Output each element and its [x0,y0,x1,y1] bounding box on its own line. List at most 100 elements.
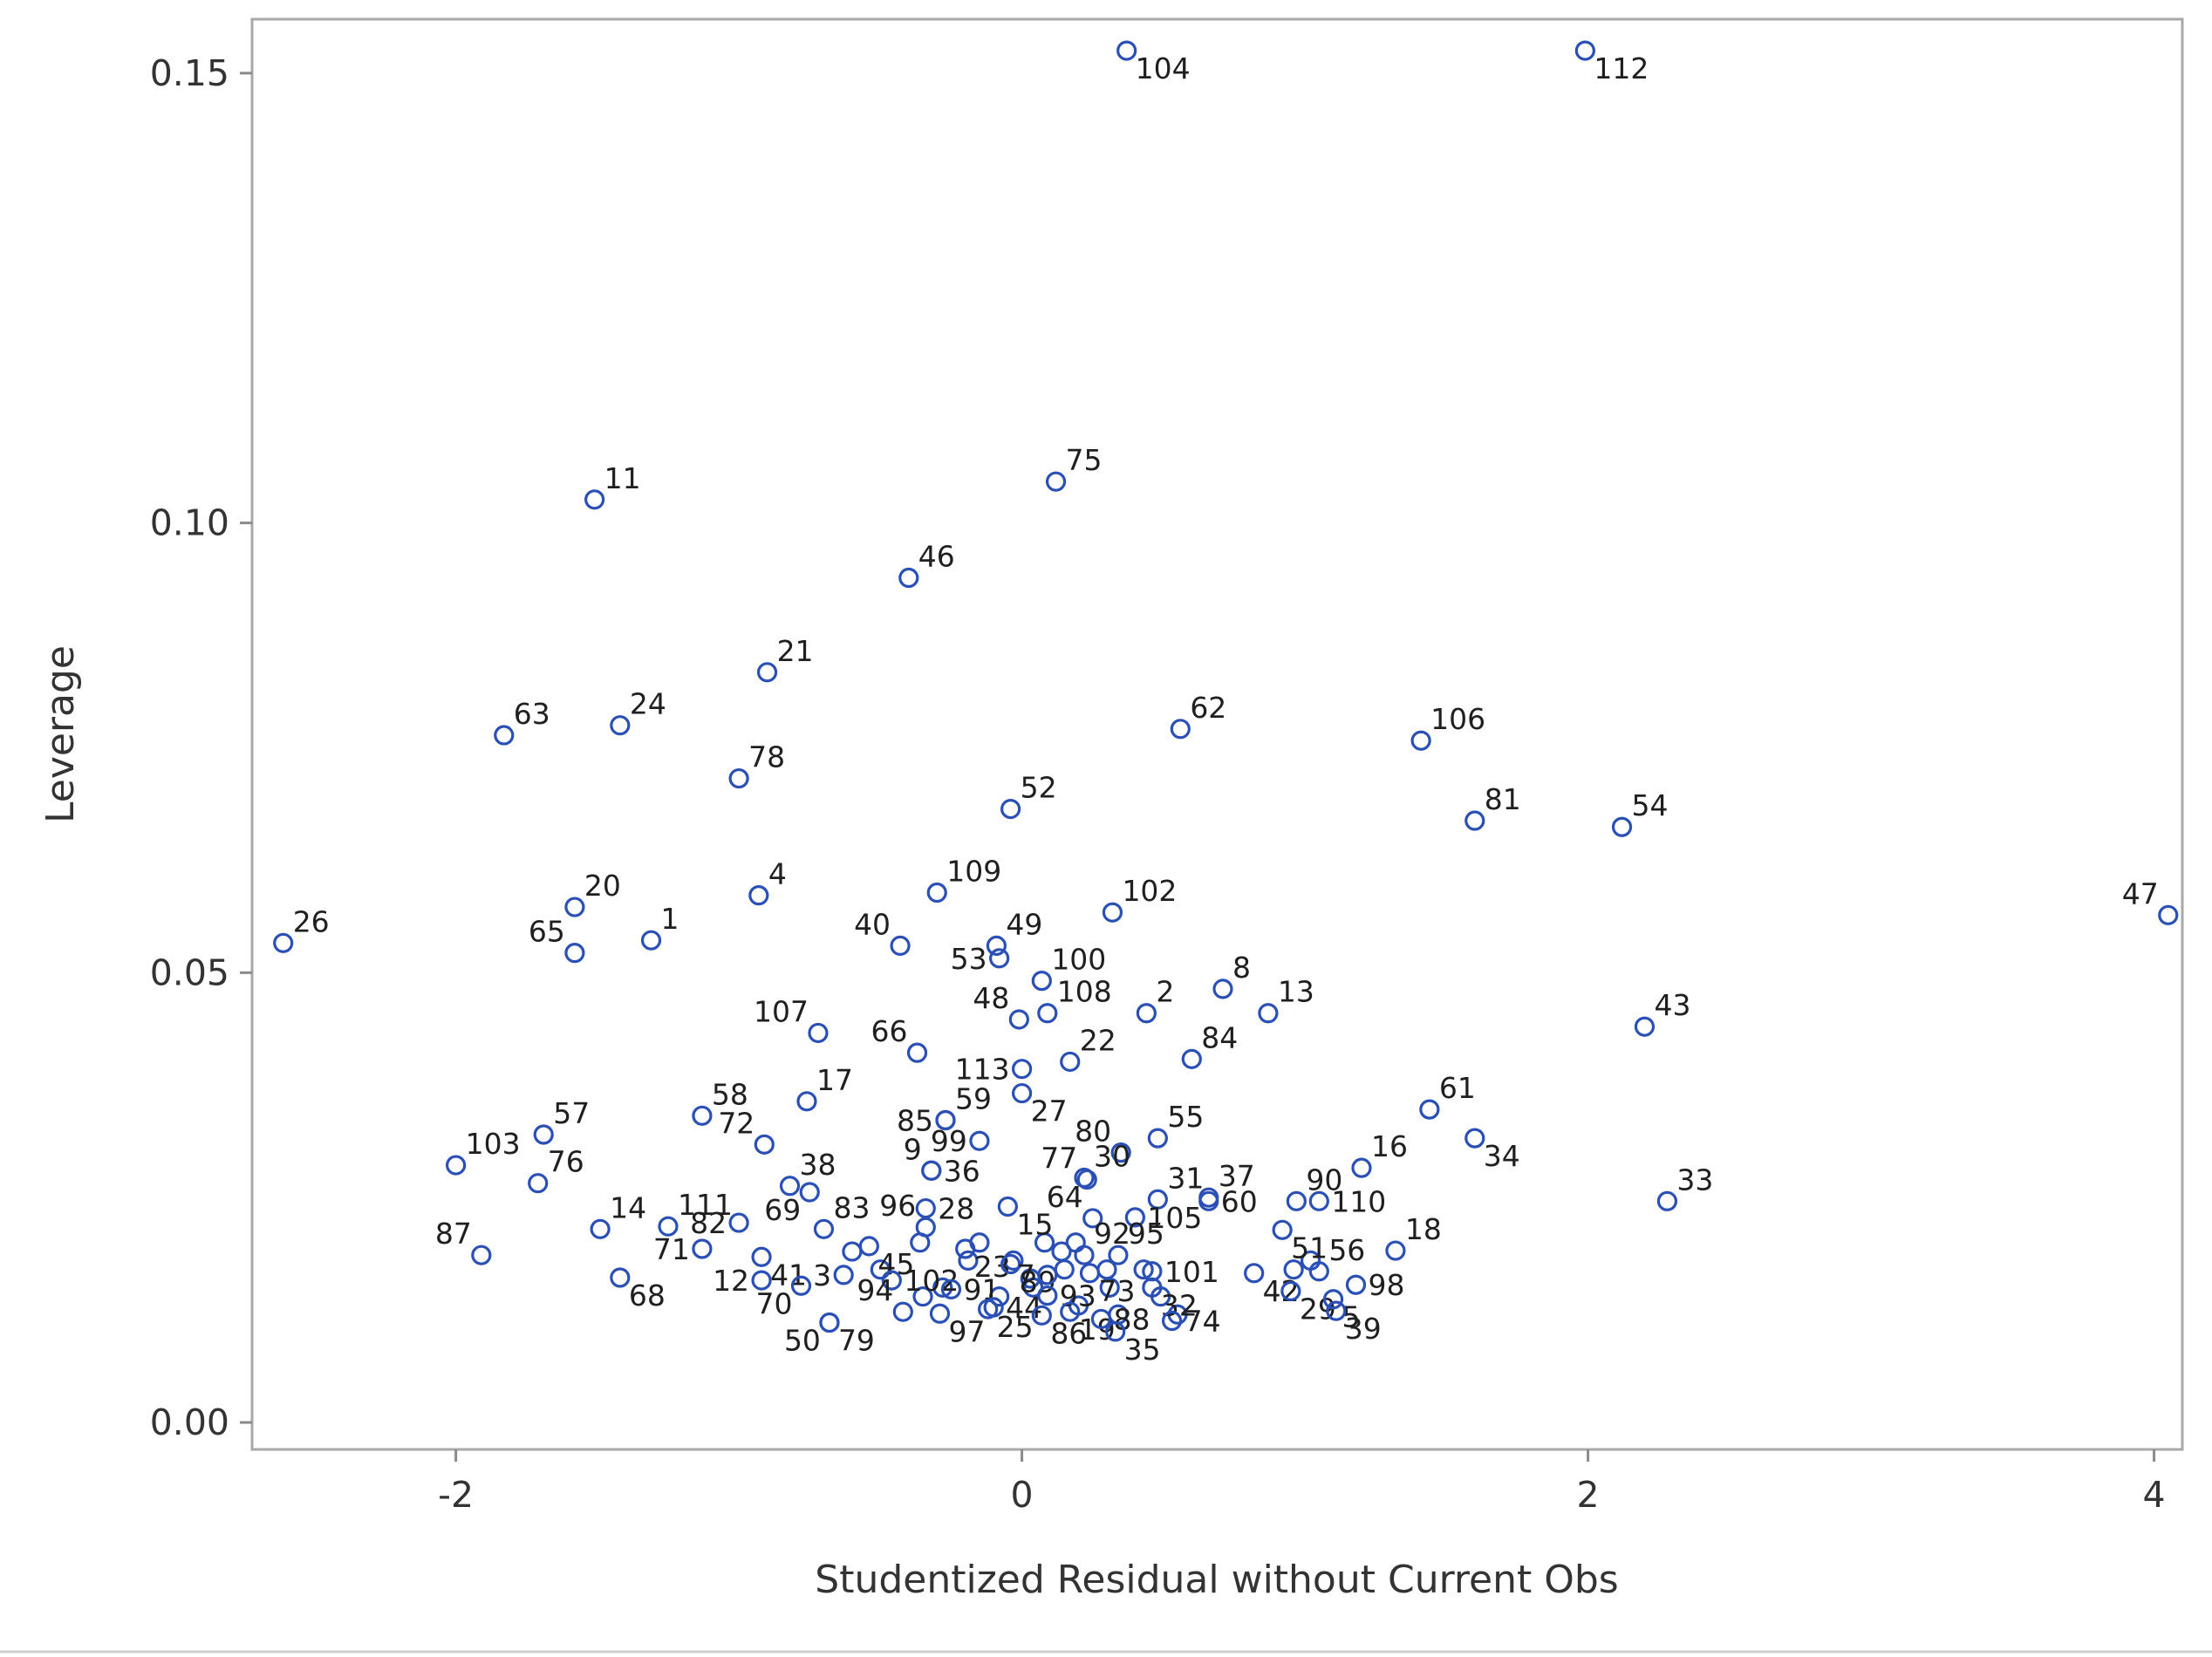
data-point-marker [1634,1016,1656,1037]
data-point-label: 23 [974,1250,1011,1284]
data-point-label: 40 [854,907,891,941]
data-point-marker [1244,1263,1265,1284]
data-point-label: 30 [1094,1140,1130,1174]
data-point-label: 88 [1113,1302,1150,1336]
data-point-label: 64 [1047,1180,1083,1214]
data-point-label: 66 [871,1014,908,1048]
data-point-marker [533,1124,554,1145]
data-point-label: 13 [1278,975,1314,1009]
data-point-label: 31 [1167,1161,1204,1195]
data-point-label: 111 [678,1188,733,1222]
data-point-label: 55 [1167,1100,1204,1134]
data-point-marker [751,1270,772,1291]
data-point-marker [989,1286,1010,1307]
data-point-label: 4 [768,857,787,891]
data-point-marker [692,1238,713,1259]
data-point-label: 84 [1201,1020,1238,1054]
data-point-label: 113 [955,1053,1010,1087]
data-point-label: 68 [629,1279,666,1313]
data-point-label: 105 [1147,1201,1202,1235]
data-point-marker [1124,1207,1145,1228]
data-point-marker [1322,1289,1344,1310]
data-point-label: 37 [1219,1159,1255,1193]
data-point-label: 109 [946,855,1001,889]
data-point-label: 59 [955,1081,992,1115]
data-point-label: 20 [584,869,621,903]
data-point-marker [1161,1310,1183,1332]
data-point-marker [870,1259,891,1280]
data-point-label: 33 [1676,1163,1713,1197]
data-point-marker [1031,971,1052,992]
data-point-marker [692,1105,713,1126]
data-point-label: 112 [1594,51,1649,85]
data-point-marker [640,930,662,951]
data-point-marker [754,1134,775,1155]
data-point-marker [1308,1261,1329,1282]
data-point-marker [932,1277,953,1298]
data-point-label: 60 [1221,1184,1258,1218]
data-point-label: 85 [897,1103,933,1137]
data-point-label: 43 [1654,988,1690,1022]
data-point-label: 86 [1050,1316,1087,1350]
data-point-marker [921,1160,942,1181]
data-point-marker [1147,1189,1168,1210]
data-point-label: 65 [529,915,565,949]
data-point-label: 46 [918,540,955,574]
data-point-marker [929,1303,951,1324]
data-point-label: 1 [661,902,679,936]
data-point-marker [1102,902,1123,923]
data-point-marker [1170,719,1191,740]
data-point-label: 58 [712,1077,748,1111]
data-point-label: 35 [1124,1333,1161,1367]
data-point-marker [1147,1128,1168,1149]
data-point-label: 50 [784,1324,821,1358]
data-point-marker [915,1197,936,1219]
data-point-label: 11 [604,461,641,495]
data-point-marker [969,1130,990,1151]
data-point-marker [471,1244,492,1265]
data-point-marker [1464,810,1485,831]
data-point-marker [528,1173,549,1194]
data-point-label: 98 [1368,1268,1404,1302]
data-point-label: 94 [857,1273,893,1307]
data-point-marker [1074,1244,1095,1265]
data-point-label: 78 [748,740,785,774]
data-point-label: 38 [800,1148,836,1182]
data-point-marker [494,725,515,746]
data-point-marker [958,1250,979,1271]
data-point-marker [1037,1265,1058,1285]
data-point-label: 62 [1190,691,1226,725]
data-point-marker [1410,730,1431,751]
data-point-label: 57 [553,1096,590,1130]
data-point-marker [1212,979,1233,999]
data-point-label: 51 [1291,1231,1328,1265]
data-point-label: 74 [1185,1305,1221,1339]
data-point-marker [779,1176,801,1197]
data-point-label: 71 [653,1232,690,1266]
data-point-marker [912,1286,933,1307]
data-point-marker [1099,1277,1120,1298]
data-point-marker [813,1218,835,1239]
data-point-marker [1286,1190,1307,1211]
data-point-marker [728,1212,749,1233]
data-point-marker [808,1022,829,1044]
data-point-label: 83 [833,1190,870,1224]
data-point-marker [1012,1059,1033,1080]
data-point-label: 77 [1041,1142,1077,1176]
data-point-marker [1045,471,1067,492]
data-point-label: 39 [1345,1312,1382,1346]
x-tick-label: 2 [1577,1474,1600,1516]
data-point-marker [1326,1300,1347,1321]
data-point-marker [892,1301,913,1322]
data-point-marker [1272,1219,1293,1240]
data-point-label: 96 [879,1189,916,1223]
data-point-label: 104 [1136,51,1191,85]
data-point-marker [989,948,1010,969]
data-point-label: 34 [1484,1139,1520,1173]
data-point-marker [1198,1190,1219,1211]
data-point-label: 29 [1300,1292,1336,1326]
data-point-marker [833,1265,854,1285]
x-axis-label: Studentized Residual without Current Obs [815,1558,1618,1602]
data-point-marker [1351,1157,1372,1178]
